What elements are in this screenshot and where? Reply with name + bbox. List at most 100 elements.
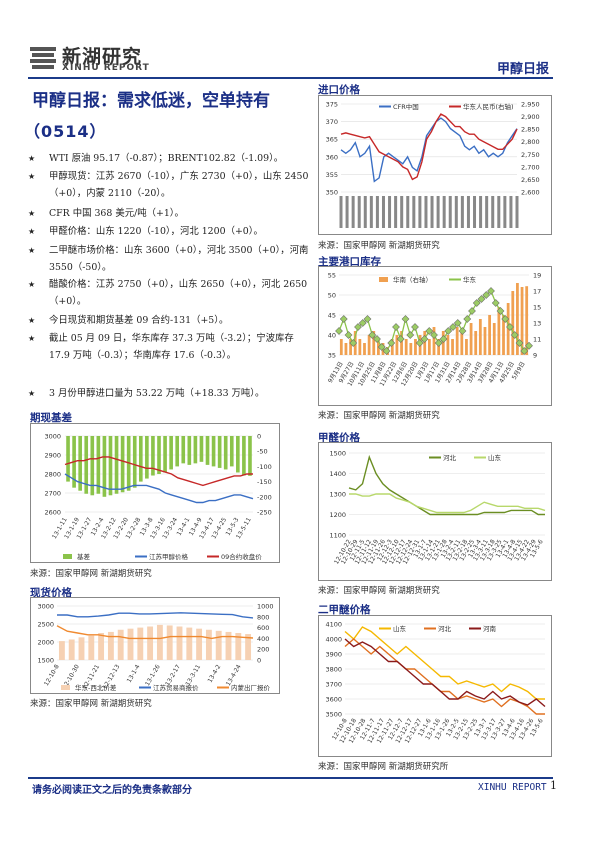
y-tick-label: 35 [328,352,336,360]
bar-south-china [363,343,366,355]
y2-tick-label: 2,850 [521,126,540,134]
data-point [525,341,533,350]
bar-basis [187,436,192,465]
legend-swatch [379,277,388,282]
x-tick-label-garbled [369,196,373,228]
data-point [368,331,377,339]
bar-spread [176,626,183,660]
bar-spread [88,635,95,660]
legend-label: 华东-西北价差 [75,683,117,692]
bar-basis [217,436,222,468]
bar-spread [235,633,242,660]
bar-south-china [446,335,450,355]
bar-south-china [497,307,501,355]
bar-spread [147,626,154,660]
bar-basis [169,436,173,470]
data-point [501,315,510,323]
series-contract09-line [64,456,253,487]
data-point [472,299,481,307]
header-rule [28,77,553,79]
y-tick-label: 355 [326,171,338,179]
bar-basis [108,436,113,496]
x-tick-label: 13-1-4 [126,663,142,684]
bar-south-china [395,335,399,355]
summary-text: 醋酸价格：江苏 2750（+0），山东 2650（+0），河北 2650（+0）… [49,279,308,307]
bar-spread [78,637,85,660]
page-title: 甲醇日报：需求低迷，空单持有 [32,91,270,111]
bar-basis [229,436,234,467]
data-point [477,295,486,303]
section-title-inventory: 主要港口库存 [318,256,381,268]
bar-spread [156,624,163,660]
bar-south-china [441,331,445,355]
x-tick-label-garbled [436,196,440,228]
chart-inventory: 55 50 45 40 35 19 17 15 13 11 9 华南（右轴） 华东 9月13日 9月27日 1… [318,266,552,406]
data-point [520,347,529,355]
x-tick-label-garbled [351,196,355,228]
data-point [339,315,348,323]
data-point [358,319,367,327]
summary-text: 今日现货和期货基差 09 合约-131（+5）。 [49,315,229,326]
data-point [411,323,419,331]
x-tick-label-garbled [400,196,404,228]
data-point [491,299,500,307]
footer-brand: XINHU REPORT [478,782,547,793]
bar-basis [120,436,125,493]
data-point [515,339,524,347]
x-tick-label: 13-4-2 [207,663,223,684]
y-tick-label: 350 [326,189,338,197]
y-tick-label: 1100 [329,532,346,540]
x-tick-label-garbled [454,196,458,228]
y-tick-label: 55 [328,272,336,280]
data-point [453,319,462,327]
x-tick-label-garbled [388,196,392,228]
y-tick-label: 1500 [37,657,54,665]
data-point [444,327,453,335]
y-tick-label: 370 [326,118,338,126]
legend-label: 河南 [483,624,497,633]
data-point [506,323,514,331]
series-henan-line [344,638,546,708]
logo: 新湖研究 XINHU REPORT [28,42,158,74]
x-tick-label-garbled [412,196,416,228]
legend-label: 江苏贸易商报价 [153,683,199,692]
bar-spread [215,630,222,660]
legend-swatch [63,554,72,559]
bar-basis [199,436,204,462]
x-tick-label-garbled [418,196,422,228]
x-tick-label-garbled [503,196,507,228]
bar-basis [145,436,149,479]
bar-basis [114,436,119,494]
y2-tick-label: 9 [533,352,537,360]
bar-spread [68,639,75,660]
y-tick-label: 1400 [329,470,346,478]
y2-tick-label: 1000 [257,603,274,611]
logo-mark-icon [30,47,56,69]
x-tick-label-garbled [466,196,470,228]
series-hebei-line [344,638,545,715]
bullet-star-icon: ★ [28,246,36,255]
data-point [349,339,358,347]
source-formaldehyde: 来源：国家甲醇网 新湖期货研究 [318,586,440,596]
source-spot: 来源：国家甲醇网 新湖期货研究 [30,699,152,709]
bar-basis [248,436,252,476]
source-import: 来源：国家甲醇网 新湖期货研究 [318,241,440,251]
data-point [406,331,415,339]
bar-spread [107,631,114,660]
bar-south-china [516,283,519,355]
y-tick-label: 1200 [329,511,346,519]
bar-south-china [478,319,482,355]
x-tick-label: 12-10-8 [43,663,61,687]
data-point [387,339,396,347]
data-point [496,307,505,315]
legend-label: 河北 [438,625,452,633]
bar-basis [90,436,95,496]
section-title-dme: 二甲醚价格 [318,604,371,616]
data-point [430,331,438,339]
bar-south-china [367,335,371,355]
series-neimeng-line [56,625,254,640]
bar-spread [137,627,144,660]
bar-basis [157,436,161,474]
legend-label: 山东 [488,453,502,462]
data-point [439,335,448,343]
